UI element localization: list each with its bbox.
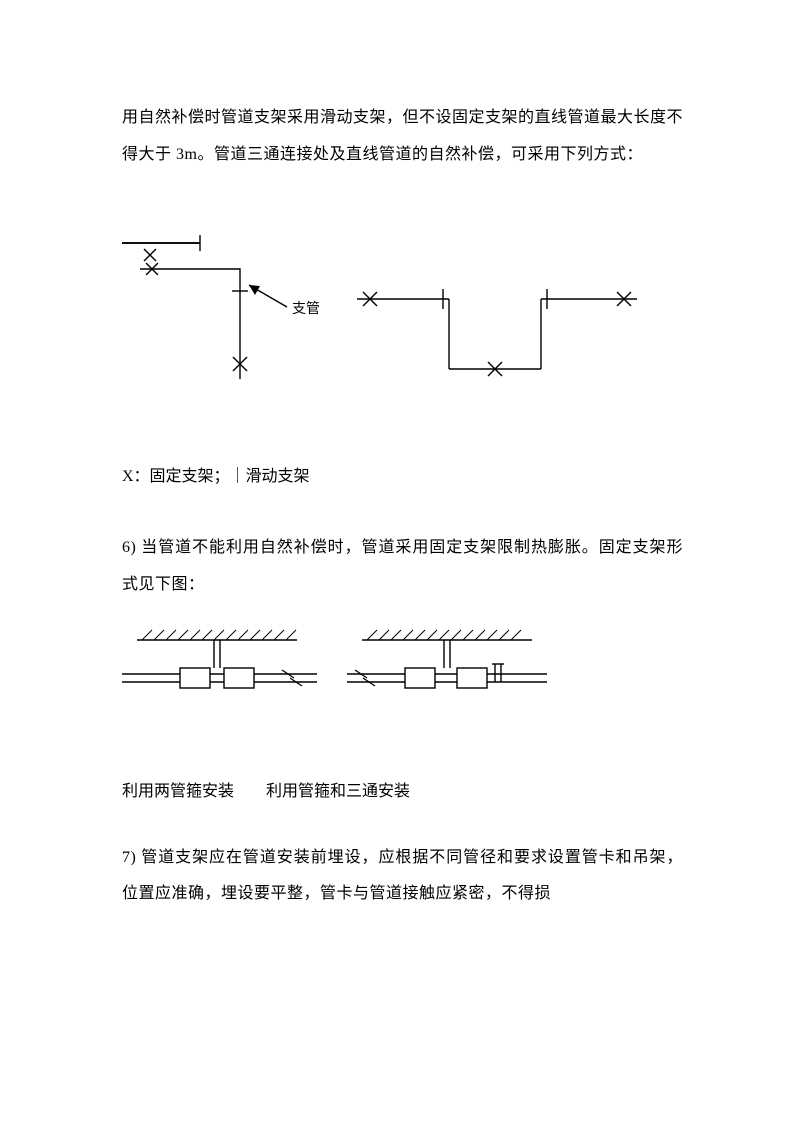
legend-text: X：固定支架；｜滑动支架	[122, 459, 683, 494]
paragraph-intro: 用自然补偿时管道支架采用滑动支架，但不设固定支架的直线管道最大长度不得大于 3m…	[122, 100, 683, 174]
figure-1: 支管	[122, 229, 683, 399]
document-page: 用自然补偿时管道支架采用滑动支架，但不设固定支架的直线管道最大长度不得大于 3m…	[0, 0, 793, 1122]
diagram-fixed-bracket	[122, 628, 552, 708]
branch-label: 支管	[292, 301, 320, 317]
caption-2: 利用两管箍安装 利用管箍和三通安装	[122, 774, 683, 809]
diagram-compensation: 支管	[122, 229, 682, 399]
figure-2	[122, 628, 683, 708]
paragraph-6: 6) 当管道不能利用自然补偿时，管道采用固定支架限制热膨胀。固定支架形式见下图：	[122, 530, 683, 604]
paragraph-7: 7) 管道支架应在管道安装前埋设，应根据不同管径和要求设置管卡和吊架，位置应准确…	[122, 840, 683, 914]
